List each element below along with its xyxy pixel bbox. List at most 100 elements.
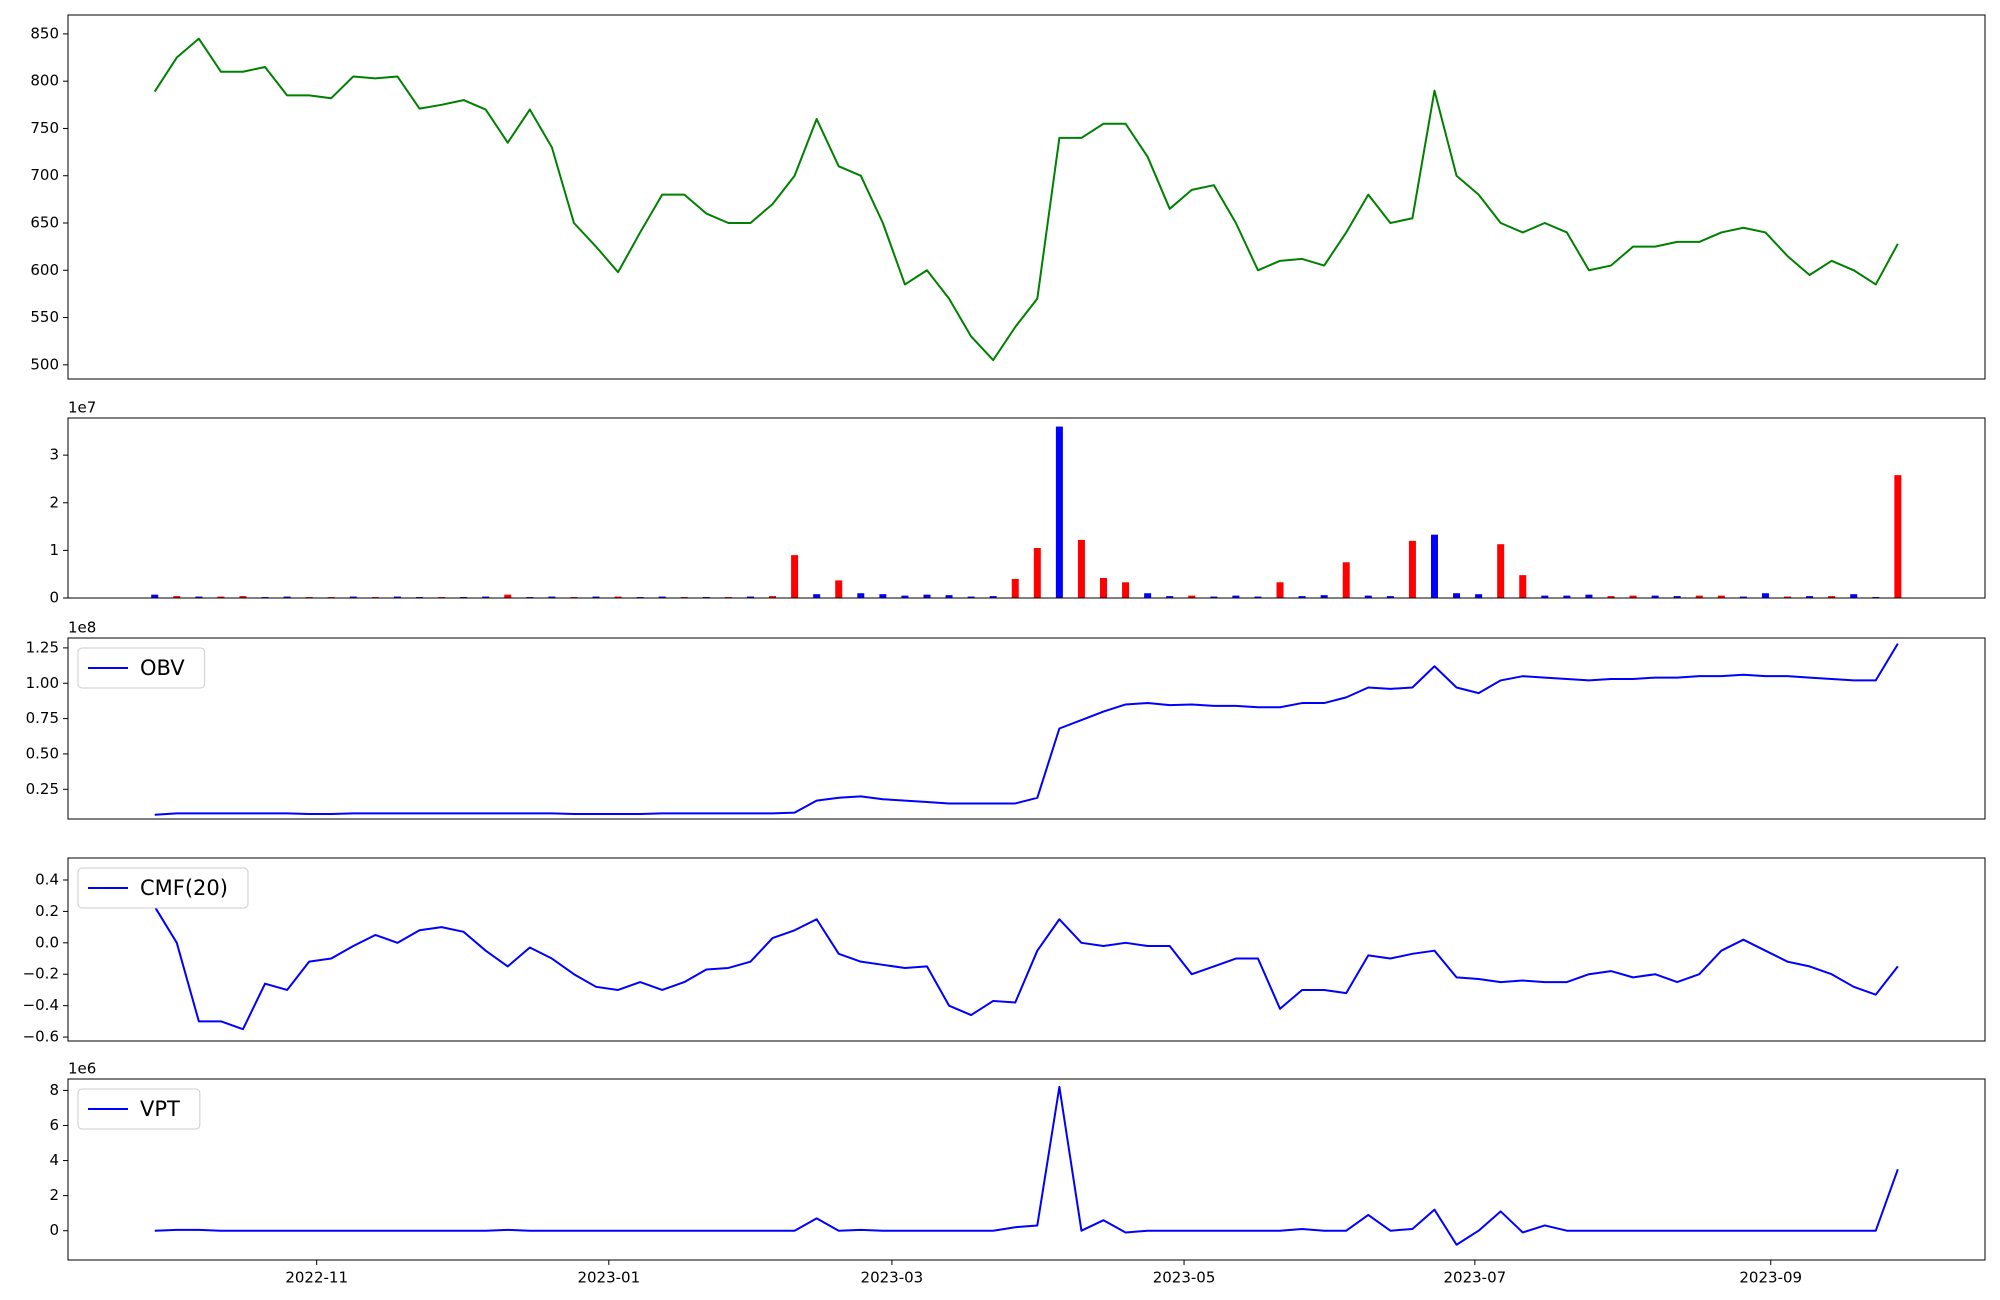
- bar: [1166, 596, 1174, 598]
- y-tick-label: −0.6: [23, 1028, 59, 1046]
- bar: [614, 596, 622, 598]
- y-tick-label: 8: [49, 1081, 59, 1099]
- bar: [1298, 596, 1306, 598]
- bar: [1100, 578, 1108, 598]
- axes-frame: [67, 637, 1986, 820]
- axes-frame: [67, 1078, 1986, 1261]
- bar: [1739, 596, 1747, 598]
- y-tick-label: 500: [30, 355, 59, 373]
- bar: [1453, 593, 1461, 598]
- bar: [1364, 595, 1372, 598]
- line-series: [154, 1085, 1899, 1246]
- bar: [173, 596, 181, 598]
- y-tick-label: 0: [49, 1221, 59, 1239]
- bar: [1232, 595, 1240, 598]
- bar: [989, 596, 997, 598]
- y-tick-label: 700: [30, 166, 59, 184]
- legend: OBV: [77, 647, 206, 689]
- y-tick-label: 750: [30, 119, 59, 137]
- legend-box: [77, 647, 206, 689]
- bar: [791, 555, 799, 598]
- bar: [548, 596, 556, 598]
- y-tick-label: 0.75: [26, 709, 59, 727]
- y-tick-label: 0.50: [26, 744, 59, 762]
- y-tick-label: 600: [30, 261, 59, 279]
- bar: [1629, 595, 1637, 598]
- bar: [769, 596, 777, 598]
- bar: [879, 594, 887, 598]
- bar: [1144, 593, 1152, 598]
- bar: [1850, 594, 1858, 598]
- y-tick-label: 4: [49, 1151, 59, 1169]
- bar: [813, 594, 821, 598]
- panel: 0 2 4 6 8 1e6 2022-11 2023-01 2023-03 2023-05 2023…: [49, 1060, 1986, 1287]
- bar: [945, 595, 953, 598]
- x-tick-label: 2023-05: [1153, 1269, 1216, 1287]
- bar: [1475, 594, 1483, 598]
- bar: [239, 596, 247, 598]
- legend-label: CMF(20): [140, 876, 228, 900]
- bar: [1033, 548, 1041, 598]
- panel: 0.25 0.50 0.75 1.00 1.25 1e8 OBV: [26, 619, 1986, 820]
- bar: [967, 596, 975, 598]
- bar: [1585, 594, 1593, 598]
- legend-box: [77, 1088, 201, 1130]
- panel: 0 1 2 3 1e7: [49, 399, 1986, 607]
- bar: [1408, 540, 1416, 598]
- bar: [1276, 582, 1284, 598]
- bar: [1342, 562, 1350, 598]
- bar: [1210, 596, 1218, 598]
- bar: [901, 595, 909, 598]
- bar: [1894, 475, 1902, 598]
- y-tick-label: −0.2: [23, 965, 59, 983]
- line-series: [153, 37, 1899, 362]
- bar: [151, 594, 159, 598]
- bar: [923, 594, 931, 598]
- bar: [835, 580, 843, 598]
- y-tick-label: 650: [30, 214, 59, 232]
- bar: [283, 596, 291, 598]
- y-tick-label: 800: [30, 72, 59, 90]
- bar: [1519, 575, 1527, 598]
- bar: [504, 594, 512, 598]
- bar: [1695, 595, 1703, 598]
- y-tick-label: 1.00: [26, 674, 59, 692]
- y-tick-label: 0.4: [35, 870, 59, 888]
- y-tick-label: 3: [49, 446, 59, 464]
- y-tick-label: 0.0: [35, 933, 59, 951]
- axes-frame: [67, 14, 1986, 380]
- axes-frame: [67, 417, 1986, 599]
- bar: [1430, 534, 1438, 598]
- y-tick-label: 0.2: [35, 902, 59, 920]
- bar: [1122, 582, 1130, 598]
- bar: [1563, 595, 1571, 598]
- line-series: [154, 643, 1899, 816]
- bar: [1651, 595, 1659, 598]
- bar: [1607, 596, 1615, 598]
- bar: [857, 593, 865, 598]
- y-tick-label: 2: [49, 493, 59, 511]
- x-tick-label: 2023-01: [577, 1269, 640, 1287]
- bar: [195, 596, 203, 598]
- bar: [393, 596, 401, 598]
- legend: CMF(20): [77, 867, 249, 909]
- legend-label: OBV: [140, 656, 185, 680]
- x-tick-label: 2023-09: [1739, 1269, 1802, 1287]
- y-tick-label: 550: [30, 308, 59, 326]
- bar: [1673, 596, 1681, 598]
- x-tick-label: 2022-11: [285, 1269, 348, 1287]
- bar: [1828, 596, 1836, 598]
- bar: [1806, 596, 1814, 598]
- y-tick-label: 6: [49, 1116, 59, 1134]
- bar: [349, 596, 357, 598]
- legend-label: VPT: [140, 1097, 180, 1121]
- y-tick-label: 1: [49, 541, 59, 559]
- y-tick-label: 850: [30, 24, 59, 42]
- bar: [1717, 595, 1725, 598]
- legend: VPT: [77, 1088, 201, 1130]
- bar: [1077, 539, 1085, 598]
- bar: [1386, 596, 1394, 598]
- bar: [1254, 596, 1262, 598]
- bar: [1188, 595, 1196, 598]
